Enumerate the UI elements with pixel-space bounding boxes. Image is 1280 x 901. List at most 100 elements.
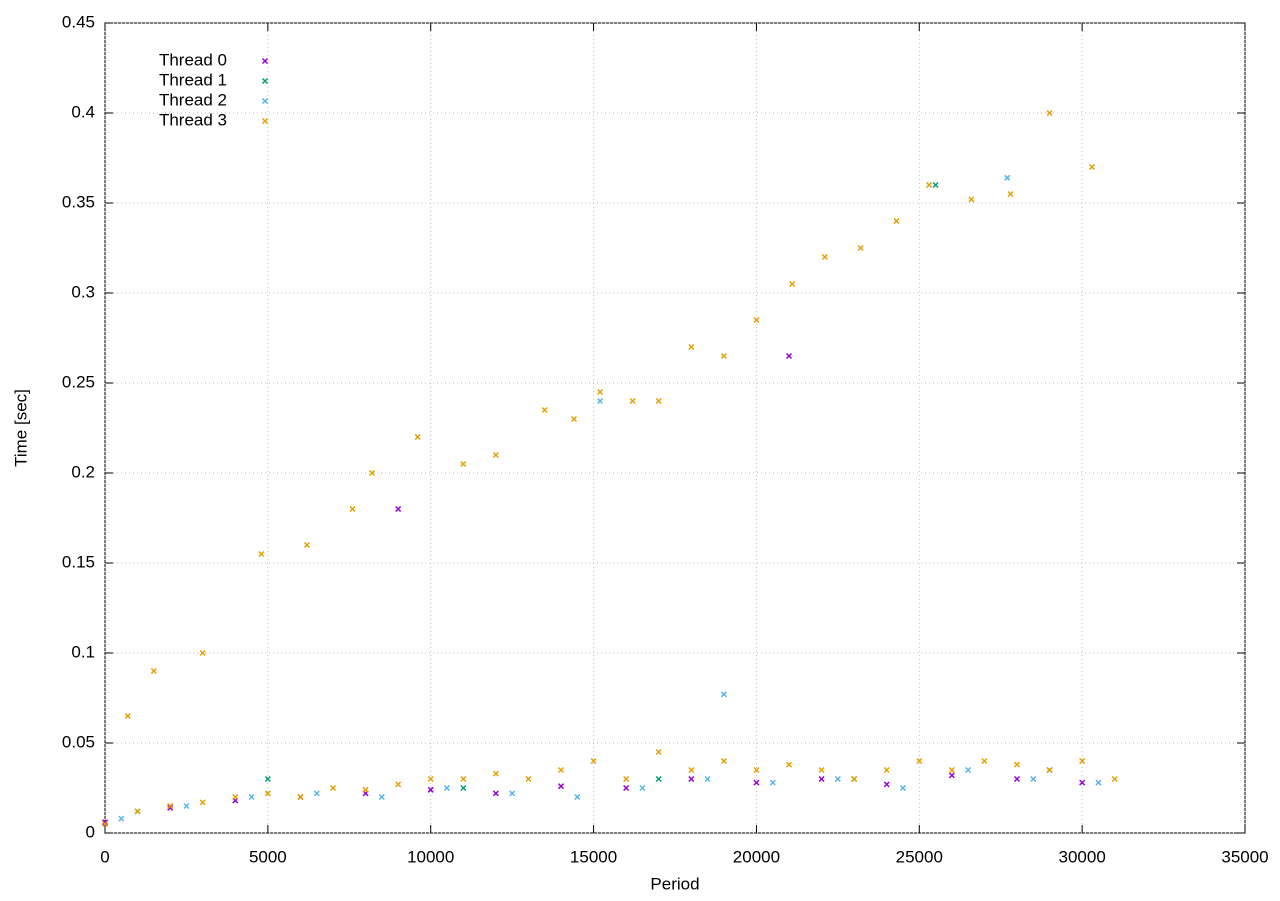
- point: [883, 781, 890, 788]
- y-tick-label: 0.2: [71, 462, 95, 481]
- point: [968, 196, 975, 203]
- y-axis-label: Time [sec]: [11, 389, 30, 467]
- plot-frame: [104, 22, 1246, 834]
- x-tick-label: 15000: [570, 847, 617, 866]
- y-tick-label: 0.3: [71, 282, 95, 301]
- point: [557, 766, 565, 774]
- y-tick-label: 0.4: [71, 102, 95, 121]
- legend-marker: [261, 97, 269, 105]
- point: [720, 352, 727, 360]
- x-tick-label: 20000: [733, 847, 780, 866]
- point: [118, 815, 125, 822]
- x-tick-label: 5000: [249, 847, 287, 866]
- point: [297, 793, 304, 801]
- point: [688, 343, 695, 351]
- x-tick-label: 0: [100, 847, 109, 866]
- point: [655, 748, 662, 756]
- point: [720, 691, 727, 698]
- point: [948, 772, 955, 779]
- y-tick-label: 0.15: [62, 552, 95, 571]
- point: [460, 784, 467, 792]
- point: [557, 783, 565, 790]
- point: [753, 316, 760, 324]
- point: [623, 784, 630, 792]
- point: [597, 388, 604, 396]
- y-tick-label: 0.05: [62, 732, 95, 751]
- point: [264, 790, 271, 797]
- point: [525, 775, 532, 783]
- y-tick-label: 0: [86, 822, 95, 841]
- point: [199, 799, 206, 806]
- x-axis-label: Period: [650, 874, 699, 893]
- point: [1004, 174, 1011, 181]
- point: [893, 217, 900, 225]
- point: [834, 775, 841, 783]
- y-tick-label: 0.45: [62, 12, 95, 31]
- point: [258, 550, 265, 558]
- x-tick-label: 25000: [896, 847, 943, 866]
- point: [818, 766, 825, 774]
- point: [313, 790, 320, 797]
- point: [789, 280, 796, 288]
- point: [232, 793, 239, 801]
- point: [574, 793, 581, 801]
- point: [639, 784, 646, 792]
- point: [948, 766, 955, 774]
- x-tick-label: 10000: [407, 847, 454, 866]
- point: [629, 397, 636, 405]
- point: [1013, 761, 1021, 768]
- point: [509, 790, 516, 797]
- point: [720, 757, 727, 765]
- point: [769, 779, 776, 786]
- point: [704, 775, 711, 783]
- point: [883, 766, 890, 774]
- point: [753, 779, 760, 786]
- point: [597, 397, 604, 405]
- point: [134, 808, 141, 815]
- point: [899, 784, 907, 792]
- point: [1013, 775, 1021, 783]
- point: [926, 181, 933, 189]
- point: [349, 505, 356, 513]
- point: [167, 802, 174, 810]
- point: [395, 505, 402, 513]
- point: [362, 786, 369, 793]
- point: [150, 667, 157, 675]
- point: [303, 541, 310, 549]
- legend-marker: [261, 57, 269, 65]
- point: [264, 775, 271, 783]
- point: [492, 790, 499, 797]
- point: [965, 766, 972, 774]
- point: [785, 761, 793, 768]
- point: [183, 802, 190, 810]
- point: [1095, 779, 1102, 786]
- point: [981, 757, 988, 765]
- point: [688, 775, 695, 783]
- point: [427, 786, 434, 793]
- point: [623, 775, 630, 783]
- point: [1079, 757, 1086, 765]
- legend-label: Thread 2: [159, 90, 227, 109]
- point: [248, 793, 255, 801]
- point: [655, 775, 662, 783]
- legend-marker: [261, 77, 269, 85]
- point: [570, 415, 578, 423]
- point: [101, 819, 109, 826]
- point: [1030, 775, 1037, 783]
- point: [492, 770, 499, 777]
- x-tick-label: 30000: [1059, 847, 1106, 866]
- point: [785, 352, 793, 360]
- point: [329, 784, 337, 792]
- point: [655, 397, 662, 405]
- point: [851, 775, 858, 783]
- point: [1079, 779, 1086, 786]
- point: [1046, 109, 1053, 117]
- point: [199, 649, 206, 657]
- point: [414, 433, 421, 441]
- point: [167, 804, 174, 811]
- point: [369, 469, 376, 477]
- point: [590, 757, 597, 765]
- point: [1111, 775, 1118, 783]
